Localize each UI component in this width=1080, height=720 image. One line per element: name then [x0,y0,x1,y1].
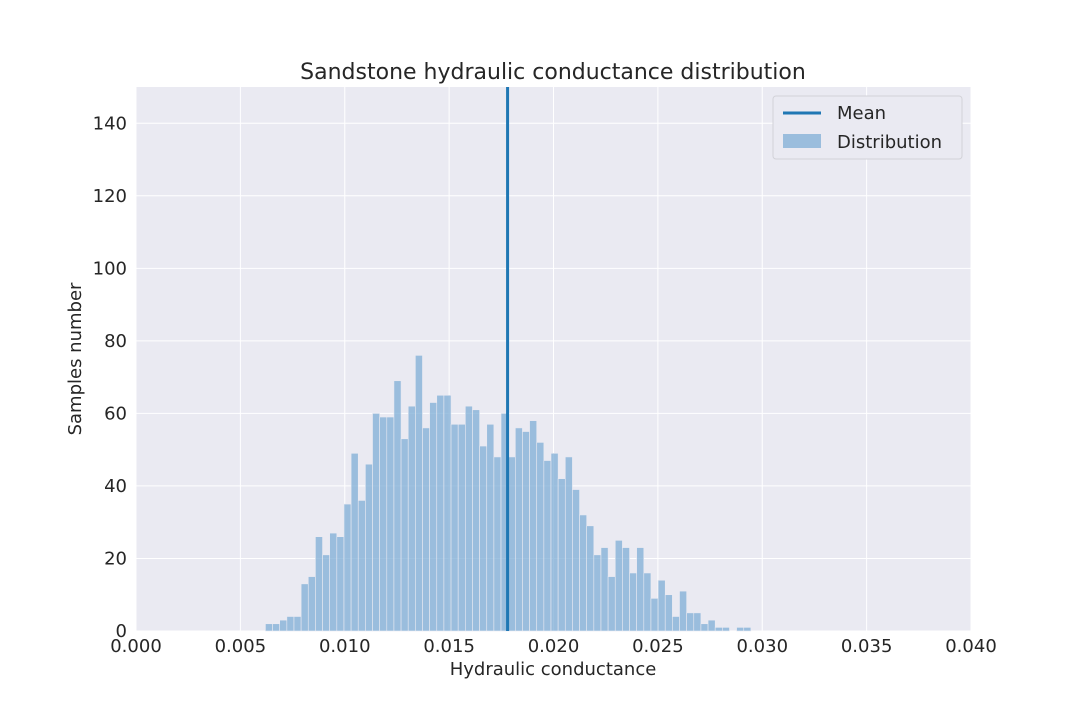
histogram-bar [622,547,630,632]
histogram-bar [329,532,338,632]
x-tick-label: 0.025 [632,636,684,657]
histogram-bar [643,572,652,632]
y-tick-label: 60 [104,403,127,424]
histogram-bar [443,394,452,632]
histogram-bar [372,413,380,632]
y-tick-label: 100 [93,258,127,279]
x-tick-label: 0.020 [528,636,580,657]
histogram-bar [322,554,330,632]
histogram-bar [714,627,723,632]
histogram-bar [307,576,316,632]
histogram-bar [743,627,752,632]
y-tick-labels: 0 20 40 60 80 100 120 140 [93,113,127,642]
histogram-bar [707,619,716,632]
chart-title: Sandstone hydraulic conductance distribu… [300,60,806,85]
histogram-bar [350,452,359,632]
histogram-bar [679,590,687,632]
legend-distribution-label: Distribution [837,132,942,153]
histogram-bar [722,627,730,632]
histogram-bar [557,478,566,632]
histogram-bar [429,402,438,632]
histogram-bar [300,583,309,632]
x-tick-label: 0.030 [736,636,788,657]
histogram-bar [493,456,502,632]
histogram-bar [586,525,595,632]
x-tick-label: 0.040 [945,636,997,657]
histogram-bar [436,394,445,632]
histogram-bar [507,456,516,632]
histogram-bar [265,623,273,632]
histogram-bar [379,416,388,632]
x-tick-label: 0.010 [319,636,371,657]
histogram-bar [636,547,645,632]
histogram-bar [572,489,580,632]
histogram-bar [650,598,659,632]
histogram-bar [286,616,295,632]
histogram-bar [486,423,495,632]
histogram-bar [550,452,559,632]
histogram-bar [400,438,409,632]
y-axis-label: Samples number [65,282,86,435]
histogram-bars [265,355,752,632]
histogram-bar [607,576,616,632]
y-tick-label: 140 [93,113,127,134]
histogram-bar [564,456,573,632]
histogram-bar [700,623,709,632]
histogram-bar [736,627,745,632]
x-tick-label: 0.015 [423,636,475,657]
histogram-bar [479,445,488,632]
histogram-bar [293,616,302,632]
x-axis-label: Hydraulic conductance [450,659,657,680]
legend-distribution-swatch [783,134,821,148]
histogram-bar [336,536,345,632]
histogram-bar [357,500,366,632]
x-tick-labels: 0.000 0.005 0.010 0.015 0.020 0.025 0.030 0.035… [110,636,997,657]
histogram-bar [386,416,395,632]
y-tick-label: 40 [104,476,127,497]
histogram-bar [457,423,466,632]
histogram-bar [543,460,552,632]
histogram-bar [693,612,702,632]
histogram-bar [522,431,530,632]
legend-mean-label: Mean [837,103,886,124]
histogram-bar [465,405,473,632]
histogram-bar [614,540,623,632]
histogram-bar [672,616,680,632]
histogram-bar [579,514,587,632]
histogram-bar [279,619,288,632]
y-tick-label: 20 [104,548,127,569]
histogram-bar [343,503,352,632]
histogram-bar [415,355,423,632]
histogram-bar [593,554,602,632]
histogram-bar [629,572,637,632]
histogram-bar [365,463,373,632]
histogram-bar [407,405,416,632]
x-tick-label: 0.000 [110,636,162,657]
y-tick-label: 120 [93,186,127,207]
histogram-bar [315,536,323,632]
y-tick-label: 0 [116,621,127,642]
histogram-bar [472,409,480,632]
histogram-bar [664,594,673,632]
histogram-bar [686,612,695,632]
histogram-bar [422,427,430,632]
legend: Mean Distribution [772,95,963,160]
histogram-bar [272,623,281,632]
x-tick-label: 0.005 [215,636,267,657]
x-tick-label: 0.035 [841,636,893,657]
histogram-bar [657,579,666,632]
histogram-bar [529,420,538,632]
histogram-bar [450,423,459,632]
histogram-bar [600,547,609,632]
histogram-bar [536,442,545,632]
y-tick-label: 80 [104,331,127,352]
histogram-bar [393,380,402,632]
histogram-bar [514,427,523,632]
